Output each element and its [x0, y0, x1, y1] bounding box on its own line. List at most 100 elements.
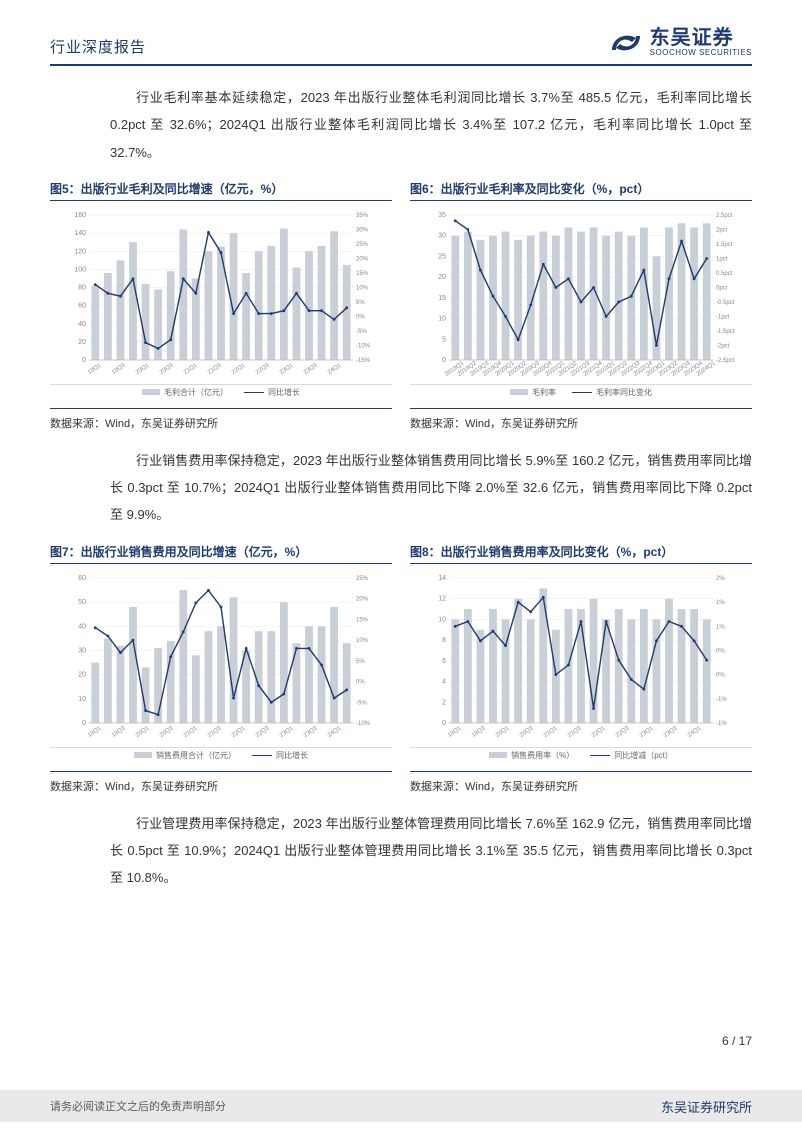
svg-text:0%: 0%	[356, 679, 365, 685]
svg-text:30%: 30%	[356, 227, 369, 233]
svg-text:50: 50	[78, 599, 86, 606]
svg-text:22Q1: 22Q1	[591, 725, 607, 739]
svg-text:-1%: -1%	[716, 721, 727, 727]
page-header: 行业深度报告 东吴证券 SOOCHOW SECURITIES	[50, 28, 752, 66]
svg-text:15%: 15%	[356, 617, 369, 623]
svg-text:80: 80	[78, 284, 86, 291]
svg-text:25: 25	[438, 253, 446, 260]
legend-bar: 销售费用合计（亿元）	[134, 750, 236, 761]
svg-text:0: 0	[442, 357, 446, 364]
figure-7-chart: 0102030405060-10%-5%0%5%10%15%20%25%19Q1…	[50, 570, 392, 745]
svg-text:20: 20	[78, 671, 86, 678]
charts-row-1: 图5：出版行业毛利及同比增速（亿元，%） 0204060801001201401…	[50, 180, 752, 431]
figure-5-chart: 020406080100120140160-15%-10%-5%0%5%10%1…	[50, 207, 392, 382]
svg-text:15%: 15%	[356, 271, 369, 277]
svg-text:35: 35	[438, 212, 446, 219]
svg-text:20: 20	[78, 339, 86, 346]
svg-text:21Q1: 21Q1	[183, 725, 199, 739]
legend-line: 同比增长	[244, 387, 300, 398]
svg-text:15: 15	[438, 295, 446, 302]
svg-text:5: 5	[442, 336, 446, 343]
legend-line: 同比增长	[252, 750, 308, 761]
figure-5-legend: 毛利合计（亿元） 同比增长	[50, 384, 392, 398]
figure-8-title: 图8：出版行业销售费用率及同比变化（%，pct）	[410, 543, 752, 564]
svg-text:23Q3: 23Q3	[303, 362, 319, 376]
svg-text:2%: 2%	[716, 576, 725, 582]
page: 行业深度报告 东吴证券 SOOCHOW SECURITIES 行业毛利率基本延续…	[0, 0, 802, 1090]
svg-text:22Q1: 22Q1	[231, 725, 247, 739]
charts-row-2: 图7：出版行业销售费用及同比增速（亿元，%） 0102030405060-10%…	[50, 543, 752, 794]
svg-text:-1pct: -1pct	[716, 314, 730, 320]
footer-disclaimer: 请务必阅读正文之后的免责声明部分	[50, 1098, 226, 1114]
svg-text:22Q3: 22Q3	[255, 725, 271, 739]
svg-text:10: 10	[78, 696, 86, 703]
svg-text:1%: 1%	[716, 600, 725, 606]
svg-text:6: 6	[442, 658, 446, 665]
svg-text:21Q3: 21Q3	[567, 725, 583, 739]
svg-text:23Q3: 23Q3	[303, 725, 319, 739]
svg-text:0pct: 0pct	[716, 285, 728, 291]
svg-text:0: 0	[442, 720, 446, 727]
svg-text:60: 60	[78, 303, 86, 310]
legend-bar: 毛利率	[510, 387, 556, 398]
svg-text:160: 160	[74, 212, 86, 219]
figure-7: 图7：出版行业销售费用及同比增速（亿元，%） 0102030405060-10%…	[50, 543, 392, 794]
svg-text:10: 10	[438, 616, 446, 623]
svg-text:1pct: 1pct	[716, 256, 728, 262]
svg-text:-0.5pct: -0.5pct	[716, 300, 735, 306]
legend-line: 同比增减（pct）	[590, 750, 673, 761]
svg-text:24Q1: 24Q1	[327, 362, 343, 376]
paragraph-2: 行业销售费用率保持稳定，2023 年出版行业整体销售费用同比增长 5.9%至 1…	[50, 447, 752, 529]
logo-text-block: 东吴证券 SOOCHOW SECURITIES	[650, 28, 752, 58]
svg-text:1%: 1%	[716, 624, 725, 630]
svg-text:-5%: -5%	[356, 329, 367, 335]
svg-text:20Q1: 20Q1	[135, 362, 151, 376]
svg-text:23Q1: 23Q1	[639, 725, 655, 739]
paragraph-3: 行业管理费用率保持稳定，2023 年出版行业整体管理费用同比增长 7.6%至 1…	[50, 810, 752, 892]
svg-text:19Q3: 19Q3	[111, 725, 127, 739]
figure-5: 图5：出版行业毛利及同比增速（亿元，%） 0204060801001201401…	[50, 180, 392, 431]
svg-text:-1.5pct: -1.5pct	[716, 329, 735, 335]
svg-text:35%: 35%	[356, 213, 369, 219]
svg-text:20%: 20%	[356, 596, 369, 602]
svg-text:20: 20	[438, 274, 446, 281]
paragraph-1: 行业毛利率基本延续稳定，2023 年出版行业整体毛利润同比增长 3.7%至 48…	[50, 84, 752, 166]
logo-icon	[608, 28, 644, 58]
svg-text:-2pct: -2pct	[716, 343, 730, 349]
svg-text:23Q3: 23Q3	[663, 725, 679, 739]
svg-text:19Q1: 19Q1	[87, 725, 103, 739]
svg-text:20Q1: 20Q1	[135, 725, 151, 739]
svg-text:24Q1: 24Q1	[687, 725, 703, 739]
svg-text:100: 100	[74, 266, 86, 273]
svg-text:23Q1: 23Q1	[279, 725, 295, 739]
svg-text:8: 8	[442, 637, 446, 644]
svg-text:14: 14	[438, 575, 446, 582]
figure-7-source: 数据来源：Wind，东吴证券研究所	[50, 771, 392, 794]
svg-text:2pct: 2pct	[716, 227, 728, 233]
svg-text:19Q3: 19Q3	[111, 362, 127, 376]
svg-text:-1%: -1%	[716, 697, 727, 703]
svg-text:20%: 20%	[356, 256, 369, 262]
figure-8-chart: 02468101214-1%-1%0%0%1%1%2%19Q119Q320Q12…	[410, 570, 752, 745]
svg-text:20Q3: 20Q3	[519, 725, 535, 739]
svg-text:23Q1: 23Q1	[279, 362, 295, 376]
page-footer: 请务必阅读正文之后的免责声明部分 东吴证券研究所	[0, 1090, 802, 1122]
figure-6-title: 图6：出版行业毛利率及同比变化（%，pct）	[410, 180, 752, 201]
company-logo: 东吴证券 SOOCHOW SECURITIES	[608, 28, 752, 58]
svg-text:20Q3: 20Q3	[159, 362, 175, 376]
svg-text:21Q3: 21Q3	[207, 725, 223, 739]
legend-bar: 毛利合计（亿元）	[142, 387, 228, 398]
svg-text:30: 30	[78, 647, 86, 654]
figure-5-source: 数据来源：Wind，东吴证券研究所	[50, 408, 392, 431]
svg-text:12: 12	[438, 595, 446, 602]
svg-text:25%: 25%	[356, 576, 369, 582]
svg-text:30: 30	[438, 233, 446, 240]
svg-text:-10%: -10%	[356, 343, 371, 349]
svg-text:0%: 0%	[716, 648, 725, 654]
svg-text:19Q1: 19Q1	[447, 725, 463, 739]
svg-text:0%: 0%	[356, 314, 365, 320]
svg-text:22Q3: 22Q3	[255, 362, 271, 376]
svg-text:0.5pct: 0.5pct	[716, 271, 733, 277]
figure-7-title: 图7：出版行业销售费用及同比增速（亿元，%）	[50, 543, 392, 564]
footer-entity: 东吴证券研究所	[661, 1097, 752, 1116]
